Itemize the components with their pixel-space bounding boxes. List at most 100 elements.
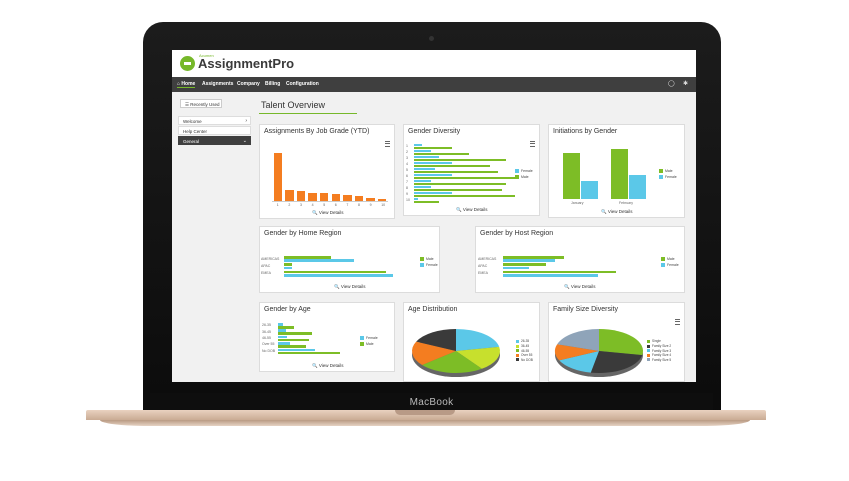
bar <box>285 190 294 201</box>
bar <box>278 351 341 355</box>
view-details-link[interactable]: 🔍 View Details <box>334 284 366 289</box>
tick-label: 9 <box>369 203 372 207</box>
tick-label: 6 <box>334 203 337 207</box>
legend-label: 46-55 <box>521 348 530 353</box>
legend-label: Family Size 3 <box>652 348 672 353</box>
legend-swatch <box>420 257 424 261</box>
tick-label: 1 <box>276 203 279 207</box>
bar <box>273 153 283 201</box>
panel-job-grade: Assignments By Job Grade (YTD) 1 2 3 4 5 6 7 8 9… <box>259 124 395 219</box>
panel-title: Gender Diversity <box>408 128 461 135</box>
pie-slice[interactable] <box>590 351 643 373</box>
sidebar-item-label: General <box>183 139 200 144</box>
view-details-label: View Details <box>318 363 344 368</box>
panel-host-region: Gender by Host Region AMERICAS APAC EMEA Ma… <box>475 226 685 293</box>
legend-label: 36-45 <box>521 344 530 348</box>
tick-label: 5 <box>323 203 326 207</box>
bar <box>278 348 316 352</box>
nav-assignments[interactable]: Assignments <box>202 81 234 87</box>
screen: Acumen AssignmentPro ⌂ Home Assignments … <box>172 50 696 382</box>
legend-label: Male <box>521 175 529 179</box>
legend-swatch <box>420 263 424 267</box>
recently-used-label: Recently Used <box>190 102 220 107</box>
pie-slice[interactable] <box>416 329 456 351</box>
chat-icon[interactable]: ◯ <box>668 81 675 87</box>
legend-label: Family Size 5 <box>652 357 672 362</box>
recently-used-button[interactable]: ☰ Recently Used <box>180 99 222 108</box>
menu-icon[interactable] <box>530 141 535 147</box>
pie-slice[interactable] <box>555 344 599 361</box>
bar <box>414 186 431 189</box>
tick-label: 7 <box>346 203 349 207</box>
bar <box>414 198 419 201</box>
pie-slice[interactable] <box>599 329 643 356</box>
pie-slice[interactable] <box>456 346 500 369</box>
tick-label: 7 <box>406 180 408 184</box>
view-details-link[interactable]: 🔍 View Details <box>312 363 344 368</box>
panel-title: Gender by Age <box>264 306 311 313</box>
panel-title: Assignments By Job Grade (YTD) <box>264 128 370 135</box>
bar <box>278 338 310 342</box>
panel-family-size: Family Size Diversity Single Family Size … <box>548 302 685 382</box>
brand-name[interactable]: AssignmentPro <box>198 56 295 71</box>
bar <box>414 182 507 185</box>
sidebar-item-label: Help Center <box>183 129 208 134</box>
legend-swatch <box>516 349 519 353</box>
legend-swatch <box>647 353 650 357</box>
nav-company[interactable]: Company <box>237 81 260 87</box>
tick-label: AMERICAS <box>261 256 280 261</box>
sidebar-item-help[interactable]: Help Center <box>178 126 251 135</box>
tick-label: 4 <box>311 203 314 207</box>
panel-title: Gender by Host Region <box>480 230 554 237</box>
view-details-label: View Details <box>607 209 633 214</box>
legend-swatch <box>661 257 665 261</box>
tick-label: 5 <box>406 168 408 172</box>
tick-label: January <box>571 201 584 205</box>
tick-label: AMERICAS <box>478 256 497 261</box>
bar <box>284 266 292 270</box>
view-details-link[interactable]: 🔍 View Details <box>601 209 633 214</box>
view-details-link[interactable]: 🔍 View Details <box>456 207 488 212</box>
pie-slice[interactable] <box>412 341 456 366</box>
tick-label: APAC <box>261 264 271 268</box>
pie-slice[interactable] <box>559 351 599 373</box>
view-details-link[interactable]: 🔍 View Details <box>312 210 344 215</box>
bar <box>414 150 431 153</box>
menu-icon[interactable] <box>385 141 390 147</box>
nav-home[interactable]: ⌂ Home <box>177 81 196 88</box>
pie-slice[interactable] <box>422 351 482 373</box>
nav-configuration[interactable]: Configuration <box>286 81 319 87</box>
bar <box>284 270 386 274</box>
pie-slice[interactable] <box>557 329 599 351</box>
logo-icon[interactable] <box>180 56 195 71</box>
bar <box>503 273 599 277</box>
sidebar-item-general[interactable]: General ⌄ <box>178 136 251 145</box>
bar <box>629 175 646 199</box>
bar <box>563 153 580 199</box>
gear-icon[interactable]: ✱ <box>683 81 689 87</box>
legend-label: Female <box>426 263 438 267</box>
bar <box>414 164 490 167</box>
legend-label: Male <box>667 257 675 261</box>
view-details-link[interactable]: 🔍 View Details <box>564 284 596 289</box>
page-title: Talent Overview <box>261 100 326 110</box>
legend-swatch <box>515 175 519 179</box>
laptop-base-bottom <box>100 420 750 426</box>
legend-swatch <box>659 175 663 179</box>
bar <box>414 168 435 171</box>
legend-label: Male <box>426 257 434 261</box>
nav-billing[interactable]: Billing <box>265 81 281 87</box>
menu-icon[interactable] <box>675 319 680 325</box>
legend-swatch <box>516 344 519 348</box>
legend-label: Family Size 4 <box>652 353 672 358</box>
axis-line <box>272 201 388 202</box>
tick-label: 1 <box>406 144 408 148</box>
legend-swatch <box>647 349 650 353</box>
sidebar-item-welcome[interactable]: Welcome › <box>178 116 251 125</box>
bar <box>414 194 515 197</box>
pie-slice[interactable] <box>456 329 500 351</box>
tick-label: 8 <box>406 186 408 190</box>
view-details-label: View Details <box>570 284 596 289</box>
tick-label: 6 <box>406 174 408 178</box>
tick-label: 3 <box>300 203 302 207</box>
